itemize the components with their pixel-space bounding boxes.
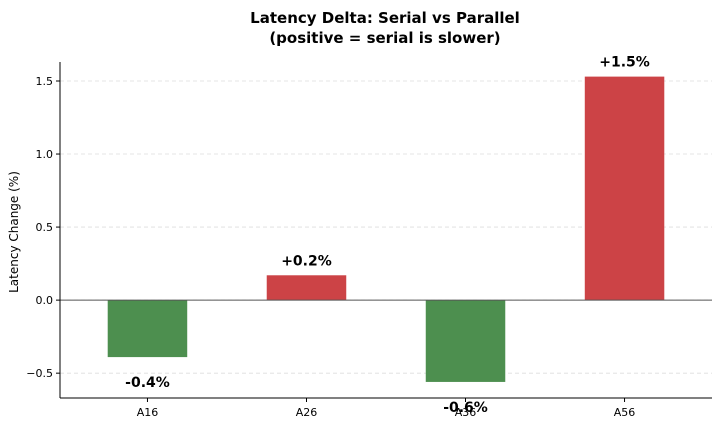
chart-subtitle: (positive = serial is slower): [269, 29, 500, 47]
x-tick-label: A36: [455, 406, 477, 419]
label-layer: -0.4% +0.2% -0.6% +1.5%: [125, 55, 650, 416]
x-tick-label: A26: [296, 406, 318, 419]
bar-a26: [266, 275, 347, 301]
y-tick-label: 1.0: [36, 148, 54, 161]
chart-title: Latency Delta: Serial vs Parallel: [250, 9, 520, 27]
y-tick-label: 0.5: [36, 221, 54, 234]
data-label: -0.4%: [125, 375, 170, 391]
data-label: +1.5%: [599, 55, 650, 71]
x-tick-label: A16: [137, 406, 159, 419]
x-tick-label: A56: [614, 406, 636, 419]
y-tick-label: 0.0: [36, 294, 54, 307]
bar-a56: [584, 76, 665, 301]
data-label: -0.6%: [443, 400, 488, 416]
axis-layer: −0.5 0.0 0.5 1.0 1.5 A16 A26 A36 A56: [26, 62, 712, 419]
y-axis-label: Latency Change (%): [7, 171, 21, 293]
y-tick-label: −0.5: [26, 367, 53, 380]
bar-a16: [107, 300, 188, 358]
bar-a36: [425, 300, 506, 382]
y-tick-label: 1.5: [36, 75, 54, 88]
data-label: +0.2%: [281, 253, 332, 269]
bar-layer: [107, 76, 665, 382]
